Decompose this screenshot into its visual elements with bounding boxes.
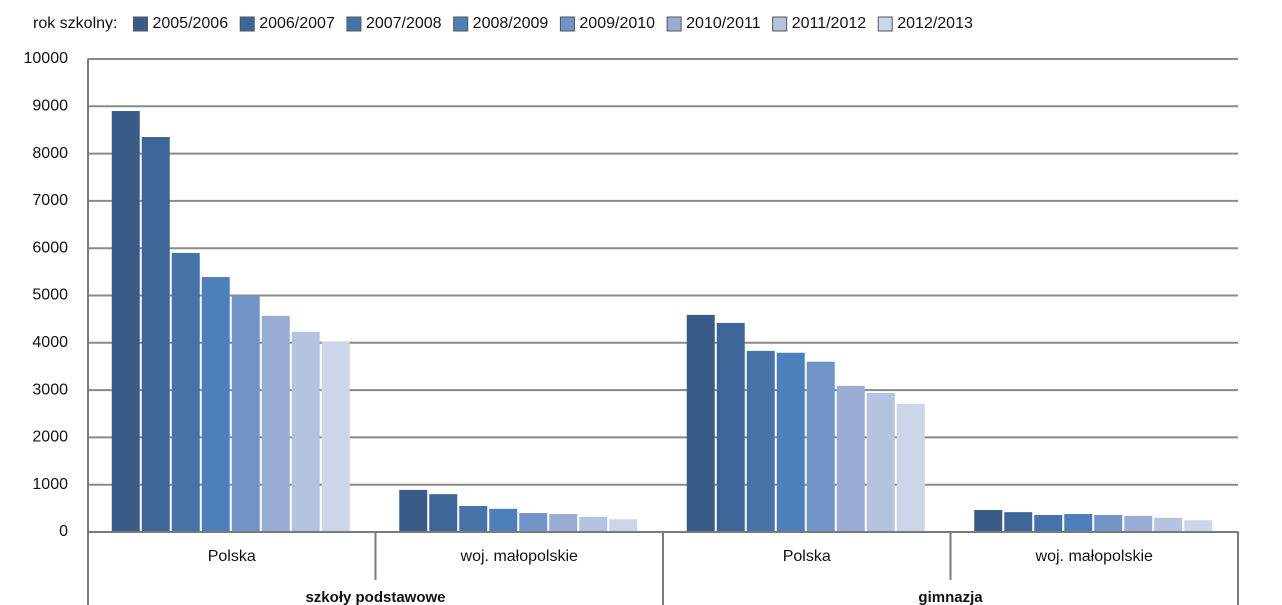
y-tick-label: 5000 (32, 287, 68, 304)
y-tick-label: 1000 (32, 476, 68, 493)
bar (1064, 514, 1093, 532)
bar (201, 277, 230, 532)
bar (896, 403, 925, 532)
bar (686, 314, 715, 532)
bar (1124, 515, 1153, 532)
y-tick-label: 8000 (32, 145, 68, 162)
y-tick-label: 10000 (24, 50, 69, 67)
bar (579, 516, 608, 532)
y-tick-label: 7000 (32, 192, 68, 209)
bar (459, 505, 488, 532)
legend-swatch (666, 16, 682, 32)
bar (1094, 514, 1123, 532)
legend-swatch (453, 16, 469, 32)
legend-label: 2006/2007 (259, 15, 335, 32)
bar (231, 295, 260, 532)
bar (836, 385, 865, 532)
legend-swatch (559, 16, 575, 32)
bar (1034, 514, 1063, 532)
group-label: szkoły podstawowe (305, 589, 445, 605)
legend-swatch (877, 16, 893, 32)
group-label: gimnazja (918, 589, 983, 605)
x-tick-label: Polska (208, 548, 256, 565)
y-tick-label: 2000 (32, 429, 68, 446)
bar (1154, 517, 1183, 532)
bar (1184, 520, 1213, 532)
bar (261, 315, 290, 532)
bar (549, 514, 578, 532)
legend-label: 2005/2006 (152, 15, 228, 32)
y-tick-label: 4000 (32, 334, 68, 351)
legend-label: 2012/2013 (897, 15, 973, 32)
bar (866, 392, 895, 532)
legend-swatch (346, 16, 362, 32)
bar (1004, 512, 1033, 532)
legend-label: 2010/2011 (686, 15, 761, 32)
legend-swatch (132, 16, 148, 32)
legend-swatch (772, 16, 788, 32)
legend-swatch (239, 16, 255, 32)
bar (111, 111, 140, 532)
legend-label: 2011/2012 (792, 15, 867, 32)
bar (291, 331, 320, 532)
bar (429, 494, 458, 532)
bar (716, 322, 745, 532)
bar (776, 352, 805, 532)
legend-label: 2008/2009 (473, 15, 549, 32)
x-tick-label: woj. małopolskie (1035, 548, 1153, 565)
legend-title: rok szkolny: (33, 15, 117, 32)
y-tick-label: 9000 (32, 98, 68, 115)
bar (609, 519, 638, 532)
x-tick-label: woj. małopolskie (460, 548, 578, 565)
y-tick-label: 3000 (32, 381, 68, 398)
y-tick-label: 6000 (32, 239, 68, 256)
legend-label: 2009/2010 (579, 15, 655, 32)
bar (141, 137, 170, 533)
bar (399, 489, 428, 532)
bar (321, 341, 350, 532)
y-tick-label: 0 (59, 523, 68, 540)
x-tick-label: Polska (783, 548, 831, 565)
bar (746, 350, 775, 532)
legend-label: 2007/2008 (366, 15, 442, 32)
bar (806, 361, 835, 532)
bar (519, 513, 548, 532)
bar (974, 510, 1003, 532)
bar (489, 508, 518, 532)
bar (171, 252, 200, 532)
